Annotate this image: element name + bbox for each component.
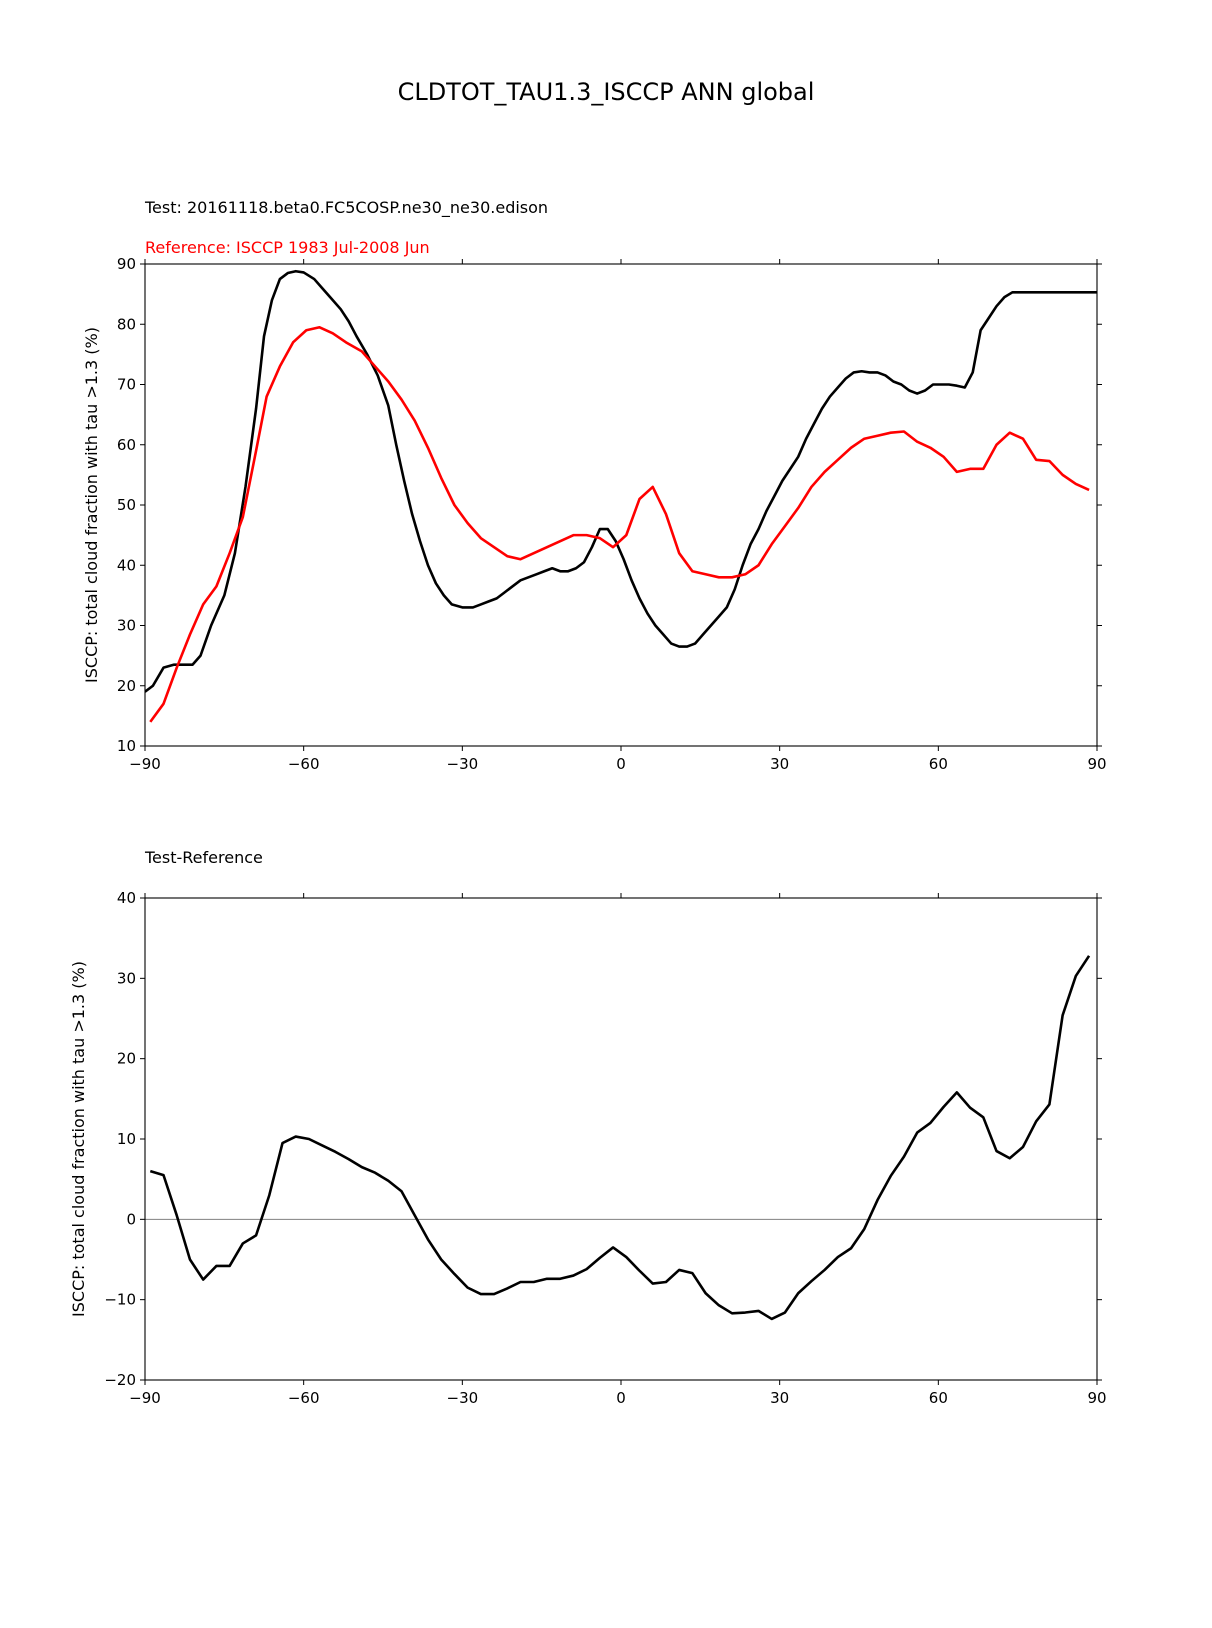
y-tick-label: 20 [117,1050,136,1068]
x-tick-label: 90 [1087,1389,1106,1407]
x-tick-label: −30 [447,755,479,773]
y-tick-label: 60 [117,436,136,454]
plot-frame [144,263,1098,747]
y-tick-label: 10 [117,1130,136,1148]
x-tick-label: 0 [616,755,626,773]
y-tick-label: 90 [117,255,136,273]
x-tick-label: 60 [929,755,948,773]
bottom-panel: −90 −60 −30 0 30 60 90 −20 −10 0 10 20 30 40 ISCCP: to… [69,889,1107,1407]
difference-panel-title: Test-Reference [144,848,263,867]
y-tick-label: 80 [117,315,136,333]
y-tick-label: 40 [117,556,136,574]
y-axis-label: ISCCP: total cloud fraction with tau >1.… [69,961,88,1317]
x-tick-label: 60 [929,1389,948,1407]
x-tick-label: −60 [288,755,320,773]
y-tick-label: 20 [117,677,136,695]
x-tick-label: 30 [770,1389,789,1407]
series-line-test [145,269,1097,693]
x-tick-label: 30 [770,755,789,773]
x-tick-label: 0 [616,1389,626,1407]
x-tick-label: −30 [447,1389,479,1407]
y-tick-label: 30 [117,617,136,635]
reference-label: Reference: ISCCP 1983 Jul-2008 Jun [145,238,430,257]
plot-frame [144,897,1098,1381]
test-label: Test: 20161118.beta0.FC5COSP.ne30_ne30.e… [144,198,548,218]
x-tick-label: −90 [129,755,161,773]
top-panel: −90 −60 −30 0 30 60 90 10 20 30 40 50 60 70 80 90 ISCCP:… [82,255,1107,773]
y-tick-label: −20 [104,1371,136,1389]
x-tick-label: −60 [288,1389,320,1407]
y-tick-label: 10 [117,737,136,755]
series-line-reference [149,325,1090,723]
x-tick-label: 90 [1087,755,1106,773]
y-axis-label: ISCCP: total cloud fraction with tau >1.… [82,327,101,683]
y-tick-label: 70 [117,376,136,394]
y-tick-label: 0 [126,1210,136,1228]
series-line-difference [149,955,1091,1321]
y-tick-label: −10 [104,1291,136,1309]
x-tick-label: −90 [129,1389,161,1407]
y-tick-label: 40 [117,889,136,907]
y-tick-label: 50 [117,496,136,514]
figure-title: CLDTOT_TAU1.3_ISCCP ANN global [398,78,815,106]
y-tick-label: 30 [117,969,136,987]
